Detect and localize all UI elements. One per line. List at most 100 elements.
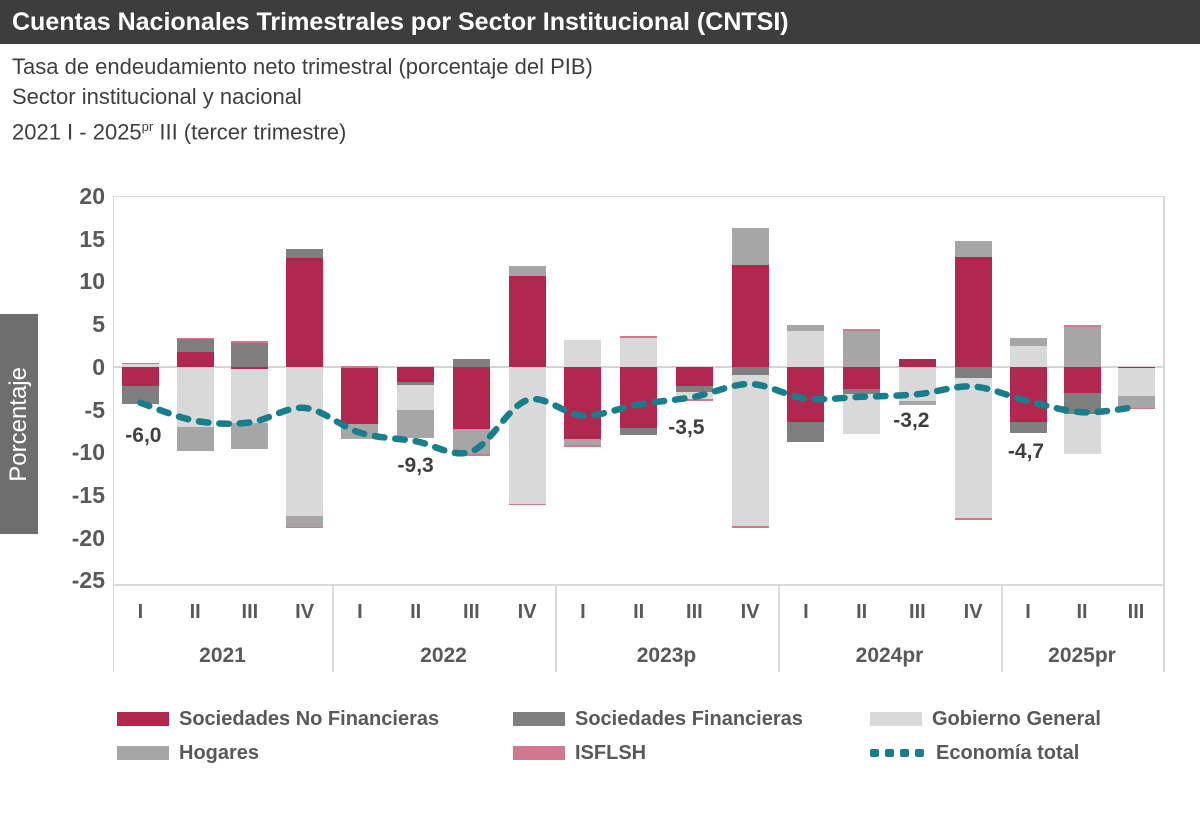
bar-segment-sociedades-no-financieras (843, 366, 881, 390)
quarter-label: IV (295, 601, 315, 623)
quarter-label: II (410, 601, 422, 623)
bar-segment-gobierno-general (954, 377, 992, 519)
legend-label: Economía total (936, 742, 1080, 764)
bar-segment-gobierno-general (508, 366, 546, 504)
legend-item-sociedades-no-financieras: Sociedades No Financieras (117, 709, 439, 729)
bar-segment-isflsh (452, 454, 490, 456)
y-tick-label: -15 (71, 482, 105, 509)
bar-segment-isflsh (1063, 325, 1101, 327)
bar-segment-isflsh (286, 526, 324, 529)
page-title: Cuentas Nacionales Trimestrales por Sect… (12, 8, 789, 36)
quarter-label: II (856, 601, 868, 623)
bar-segment-isflsh (341, 366, 379, 368)
bar-segment-hogares (176, 426, 214, 451)
legend-label: Hogares (179, 742, 260, 764)
quarter-label: I (1025, 601, 1031, 623)
y-tick-label: 5 (92, 311, 105, 338)
title-bar: Cuentas Nacionales Trimestrales por Sect… (0, 0, 1200, 44)
line-value-label: -4,7 (1007, 440, 1045, 464)
quarter-label: III (1127, 601, 1145, 623)
year-label: 2025pr (1048, 644, 1116, 667)
y-tick-label: -5 (84, 396, 105, 423)
bar-segment-sociedades-financieras (731, 366, 769, 376)
subtitle-block: Tasa de endeudamiento neto trimestral (p… (12, 52, 593, 147)
bar-segment-gobierno-general (1009, 346, 1047, 367)
bar-segment-sociedades-no-financieras (397, 366, 435, 383)
period-superscript: pr (141, 119, 154, 134)
bar-segment-isflsh (231, 341, 269, 343)
bar-segment-sociedades-no-financieras (121, 366, 159, 386)
quarter-label: II (633, 601, 645, 623)
plot-border-bottom (113, 584, 1164, 586)
subtitle-period: 2021 I - 2025pr III (tercer trimestre) (12, 119, 347, 145)
legend-item-sociedades-financieras: Sociedades Financieras (513, 709, 803, 729)
bar-segment-sociedades-no-financieras (954, 256, 992, 367)
y-tick-label: -20 (71, 524, 105, 551)
bar-segment-sociedades-financieras (1063, 393, 1101, 414)
bar-segment-sociedades-financieras (286, 248, 324, 258)
quarter-label: IV (517, 601, 537, 623)
bar-segment-gobierno-general (286, 366, 324, 517)
bar-segment-isflsh (675, 399, 713, 401)
bar-segment-gobierno-general (1063, 413, 1101, 455)
bar-segment-sociedades-no-financieras (620, 366, 658, 428)
bar-segment-sociedades-financieras (954, 366, 992, 378)
bar-segment-sociedades-no-financieras (231, 366, 269, 370)
year-label: 2021 (199, 644, 246, 667)
plot-border-left (113, 196, 114, 672)
y-tick-label: -10 (71, 439, 105, 466)
quarter-label: I (357, 601, 363, 623)
bar-segment-sociedades-financieras (675, 385, 713, 392)
year-separator (332, 584, 334, 672)
bar-segment-sociedades-financieras (620, 427, 658, 436)
quarter-label: II (189, 601, 201, 623)
quarter-label: I (580, 601, 586, 623)
quarter-label: III (241, 601, 259, 623)
y-tick-label: 10 (79, 268, 105, 295)
bar-segment-sociedades-financieras (121, 385, 159, 404)
line-value-label: -3,2 (893, 409, 930, 433)
quarter-label: III (463, 601, 480, 623)
bar-segment-isflsh (176, 337, 214, 340)
bar-segment-sociedades-financieras (176, 338, 214, 353)
plot-border-right (1163, 196, 1165, 672)
bar-segment-hogares (731, 227, 769, 266)
y-tick-label: 0 (92, 353, 105, 380)
bar-segment-isflsh (620, 336, 658, 338)
bar-segment-sociedades-financieras (231, 342, 269, 367)
bar-segment-hogares (1009, 337, 1047, 347)
year-separator (555, 584, 557, 672)
bar-segment-sociedades-no-financieras (564, 366, 602, 439)
bar-segment-sociedades-no-financieras (731, 265, 769, 367)
bar-segment-hogares (231, 423, 269, 449)
bar-segment-sociedades-no-financieras (508, 276, 546, 367)
bar-segment-gobierno-general (564, 339, 602, 367)
y-tick-label: 20 (79, 183, 105, 209)
bar-segment-hogares (954, 241, 992, 257)
bar-segment-isflsh (121, 362, 159, 365)
plot-border-top (113, 196, 1163, 197)
legend-color-swatch (117, 746, 169, 760)
bar-segment-gobierno-general (1117, 367, 1155, 396)
bar-segment-sociedades-no-financieras (176, 352, 214, 367)
subtitle-indicator: Tasa de endeudamiento neto trimestral (p… (12, 54, 593, 79)
bar-segment-sociedades-no-financieras (1063, 366, 1101, 394)
subtitle-scope: Sector institucional y nacional (12, 84, 302, 109)
legend-color-swatch (870, 712, 922, 726)
bar-segment-sociedades-financieras (787, 422, 825, 443)
bar-segment-isflsh (1117, 407, 1155, 410)
bar-segment-sociedades-financieras (843, 389, 881, 395)
line-value-label: -3,5 (668, 415, 705, 439)
economia-total-dash-icon (870, 746, 926, 760)
year-separator (1001, 584, 1003, 672)
legend-item-isflsh: ISFLSH (513, 743, 646, 763)
bar-segment-gobierno-general (231, 369, 269, 424)
bar-segment-hogares (1063, 325, 1101, 367)
year-separator (778, 584, 780, 672)
bar-segment-gobierno-general (731, 375, 769, 526)
quarter-label: I (803, 601, 809, 623)
bar-segment-sociedades-no-financieras (675, 366, 713, 386)
bar-segment-gobierno-general (620, 336, 658, 367)
bar-segment-hogares (787, 325, 825, 331)
bar-segment-isflsh (843, 329, 881, 331)
